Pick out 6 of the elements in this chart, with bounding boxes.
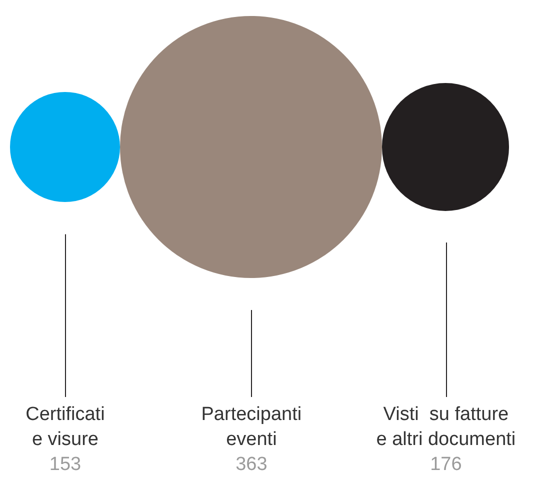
data-label: 176 xyxy=(430,454,462,475)
data-label: 153 xyxy=(49,454,82,475)
data-label: 363 xyxy=(236,454,268,475)
category-label: Visti su fatture e altri documenti xyxy=(376,404,516,450)
category-label: Partecipanti eventi xyxy=(201,404,302,450)
category-label: Certificati e visure xyxy=(26,404,105,450)
